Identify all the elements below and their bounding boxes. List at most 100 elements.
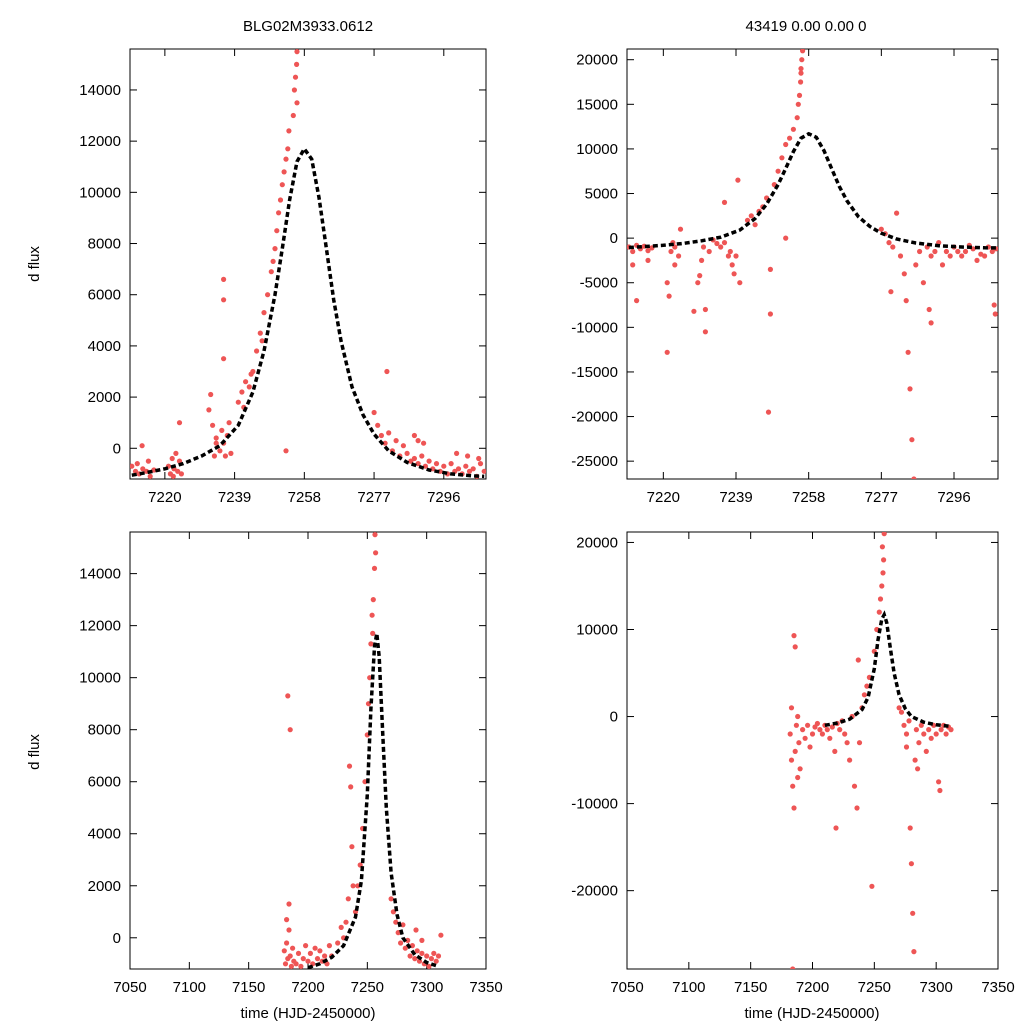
data-point (788, 705, 795, 711)
data-point (877, 596, 884, 602)
data-point (926, 306, 932, 313)
y-tick-label: 10000 (79, 670, 121, 687)
data-point (343, 919, 349, 925)
data-point (448, 461, 454, 467)
data-point (213, 435, 219, 441)
data-point (170, 473, 176, 479)
x-tick-label: 7220 (647, 489, 680, 506)
data-point (856, 740, 863, 746)
data-point (294, 61, 300, 67)
panel-bottom-left: d flux time (HJD-2450000) 7050 7100 7150 72… (26, 531, 503, 1022)
y-tick-label: 14000 (79, 82, 121, 99)
data-point (943, 731, 949, 737)
x-tick-label: 7200 (291, 979, 324, 996)
data-point (905, 349, 911, 355)
data-point (913, 262, 919, 268)
y-tick-label: 10000 (576, 141, 618, 158)
data-point (145, 458, 151, 464)
data-point (876, 609, 882, 615)
data-point (287, 953, 293, 959)
data-point (737, 280, 743, 286)
data-point (285, 146, 291, 152)
x-tick-label: 7200 (796, 979, 829, 996)
data-point (842, 731, 848, 737)
data-point (918, 722, 924, 728)
data-point (634, 298, 640, 304)
data-point (428, 956, 434, 962)
data-point (792, 644, 798, 650)
data-point (405, 937, 411, 944)
data-point (431, 950, 437, 957)
data-point (897, 253, 904, 259)
data-point (939, 262, 946, 268)
data-point (291, 87, 297, 93)
data-point (864, 683, 870, 689)
data-point (415, 438, 421, 444)
data-point (854, 805, 860, 811)
data-point (677, 226, 684, 232)
data-point (312, 945, 318, 951)
data-point (888, 289, 894, 295)
panel-title: BLG02M3933.0612 (243, 18, 373, 35)
x-tick-label: 7100 (672, 979, 705, 996)
data-point (896, 705, 902, 711)
data-point (955, 248, 961, 255)
data-point (455, 466, 462, 472)
data-point (259, 338, 265, 344)
y-tick-label: 5000 (585, 186, 618, 203)
y-axis-title: d flux (26, 734, 43, 770)
data-point (894, 210, 900, 216)
data-point (422, 463, 428, 469)
y-tick-label: 0 (610, 230, 618, 247)
plot-area (281, 532, 444, 969)
data-point (915, 766, 921, 772)
data-point (338, 924, 344, 931)
y-tick-label: 8000 (88, 722, 121, 739)
data-point (799, 57, 805, 63)
data-point (373, 550, 379, 556)
data-point (788, 757, 795, 763)
data-point (706, 248, 712, 255)
data-point (284, 940, 290, 946)
data-point (388, 896, 394, 902)
data-point (903, 744, 910, 750)
data-point (281, 169, 287, 175)
plot-area (787, 532, 954, 969)
data-point (943, 248, 950, 255)
data-point (400, 443, 406, 449)
data-point (382, 440, 388, 446)
data-point (261, 310, 267, 316)
data-point (794, 115, 800, 121)
data-point (783, 141, 789, 148)
data-point (326, 943, 332, 949)
data-point (697, 273, 703, 279)
data-point (668, 248, 674, 255)
data-point (369, 612, 375, 618)
data-point (938, 727, 944, 733)
y-tick-label: -20000 (571, 883, 618, 900)
data-point (695, 280, 701, 286)
data-point (959, 253, 965, 259)
data-point (322, 953, 328, 959)
data-point (855, 657, 861, 663)
data-point (370, 597, 376, 603)
data-point (314, 956, 321, 962)
y-tick-label: 4000 (88, 826, 121, 843)
data-point (393, 919, 399, 925)
data-point (283, 156, 289, 162)
data-point (783, 235, 789, 241)
data-point (454, 450, 460, 456)
data-point (798, 79, 804, 85)
data-point (989, 248, 995, 255)
y-axis-title: d flux (26, 246, 43, 282)
data-point (645, 257, 651, 263)
data-point (441, 463, 447, 469)
data-point (748, 213, 754, 219)
data-point (797, 766, 803, 772)
data-point (912, 757, 918, 763)
data-point (421, 440, 427, 446)
data-point (283, 448, 289, 454)
data-point (176, 458, 183, 464)
data-point (729, 262, 735, 268)
